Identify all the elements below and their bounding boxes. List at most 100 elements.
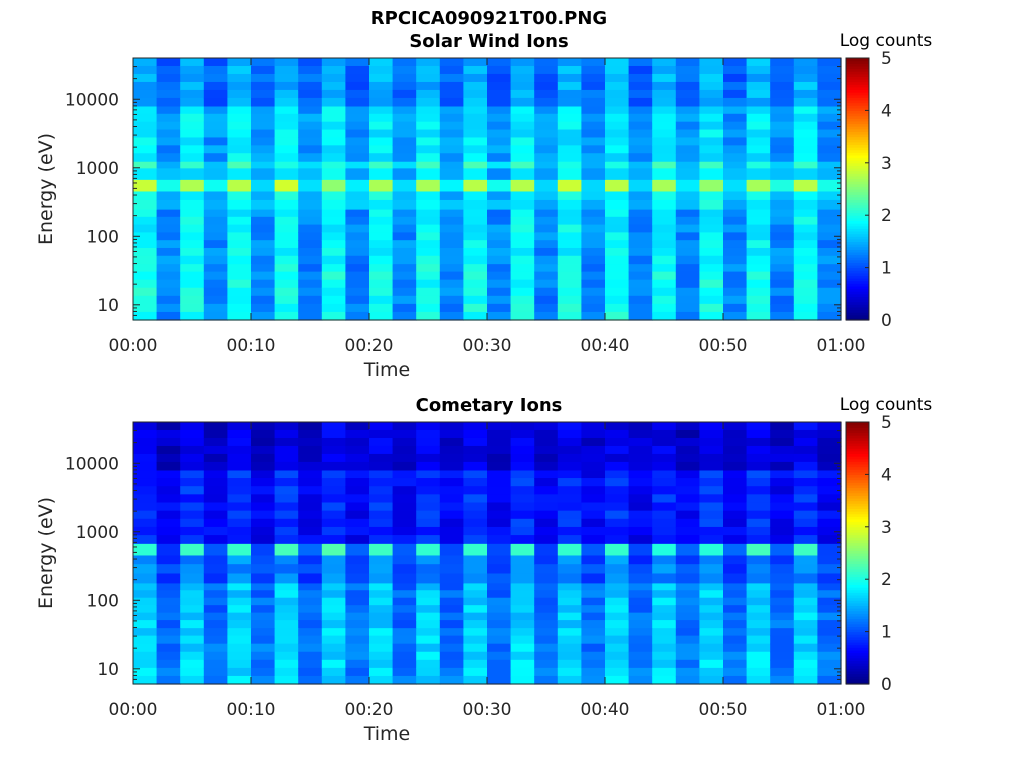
- heatmap-cell: [605, 105, 630, 115]
- heatmap-cell: [652, 190, 677, 201]
- heatmap-cell: [298, 303, 323, 313]
- heatmap-cell: [675, 65, 700, 75]
- heatmap-cell: [133, 627, 158, 637]
- heatmap-cell: [369, 422, 394, 431]
- heatmap-cell: [581, 232, 606, 241]
- heatmap-cell: [746, 659, 771, 669]
- heatmap-cell: [133, 510, 158, 520]
- heatmap-cell: [817, 129, 842, 139]
- heatmap-cell: [133, 445, 158, 455]
- heatmap-cell: [487, 469, 512, 479]
- heatmap-cell: [321, 582, 346, 591]
- heatmap-cell: [180, 209, 205, 218]
- heatmap-cell: [227, 535, 252, 544]
- colorbar-segment: [846, 141, 869, 146]
- heatmap-cell: [321, 494, 346, 504]
- heatmap-cell: [298, 620, 323, 629]
- heatmap-cell: [746, 271, 771, 281]
- heatmap-cell: [227, 89, 252, 99]
- heatmap-cell: [675, 620, 700, 629]
- heatmap-cell: [298, 179, 323, 192]
- heatmap-cell: [463, 627, 488, 637]
- heatmap-cell: [274, 469, 299, 479]
- heatmap-cell: [581, 612, 606, 621]
- heatmap-cell: [345, 89, 370, 99]
- colorbar-tick-label: 3: [881, 518, 892, 538]
- heatmap-cell: [227, 590, 252, 599]
- heatmap-cell: [510, 97, 535, 107]
- colorbar-segment: [846, 299, 869, 303]
- heatmap-cell: [416, 145, 441, 154]
- heatmap-cell: [817, 303, 842, 313]
- heatmap-cell: [652, 65, 677, 75]
- heatmap-cell: [439, 263, 464, 273]
- heatmap-cell: [321, 573, 346, 584]
- heatmap-cell: [699, 597, 724, 606]
- heatmap-cell: [416, 597, 441, 606]
- heatmap-cell: [274, 97, 299, 107]
- heatmap-cell: [180, 502, 205, 512]
- heatmap-cell: [180, 597, 205, 606]
- heatmap-cell: [227, 429, 252, 439]
- heatmap-cell: [156, 651, 181, 661]
- heatmap-cell: [439, 311, 464, 321]
- heatmap-cell: [770, 247, 795, 257]
- heatmap-cell: [746, 494, 771, 504]
- heatmap-cell: [581, 81, 606, 91]
- heatmap-cell: [345, 526, 370, 536]
- heatmap-cell: [793, 303, 818, 313]
- heatmap-cell: [817, 659, 842, 669]
- heatmap-cell: [487, 478, 512, 487]
- heatmap-cell: [746, 422, 771, 431]
- heatmap-cell: [416, 190, 441, 201]
- heatmap-cell: [274, 543, 299, 556]
- heatmap-cell: [274, 667, 299, 677]
- heatmap-cell: [510, 279, 535, 289]
- heatmap-cell: [699, 199, 724, 210]
- heatmap-cell: [298, 422, 323, 431]
- heatmap-cell: [487, 667, 512, 677]
- heatmap-cell: [628, 453, 653, 463]
- heatmap-cell: [652, 659, 677, 669]
- heatmap-cell: [439, 667, 464, 677]
- heatmap-cell: [675, 429, 700, 439]
- heatmap-cell: [746, 605, 771, 614]
- heatmap-cell: [557, 543, 582, 556]
- heatmap-cell: [510, 486, 535, 495]
- heatmap-cell: [581, 167, 606, 180]
- heatmap-cell: [793, 224, 818, 233]
- heatmap-cell: [534, 429, 559, 439]
- heatmap-cell: [416, 478, 441, 487]
- heatmap-cell: [557, 97, 582, 107]
- heatmap-cell: [180, 121, 205, 131]
- heatmap-cell: [699, 113, 724, 123]
- heatmap-cell: [534, 502, 559, 512]
- heatmap-cell: [369, 675, 394, 685]
- heatmap-cell: [581, 199, 606, 210]
- heatmap-cell: [463, 620, 488, 629]
- heatmap-cell: [227, 667, 252, 677]
- heatmap-cell: [581, 526, 606, 536]
- heatmap-cell: [439, 97, 464, 107]
- heatmap-cell: [416, 113, 441, 123]
- heatmap-cell: [534, 89, 559, 99]
- heatmap-cell: [793, 295, 818, 305]
- colorbar-segment: [846, 597, 869, 601]
- heatmap-cell: [321, 590, 346, 599]
- heatmap-cell: [770, 199, 795, 210]
- heatmap-cell: [487, 105, 512, 115]
- heatmap-cell: [534, 216, 559, 226]
- heatmap-cell: [605, 287, 630, 297]
- heatmap-cell: [557, 279, 582, 289]
- heatmap-cell: [770, 97, 795, 107]
- colorbar-segment: [846, 490, 869, 494]
- heatmap-cell: [652, 73, 677, 83]
- heatmap-cell: [439, 161, 464, 169]
- heatmap-cell: [463, 422, 488, 431]
- heatmap-cell: [156, 422, 181, 431]
- heatmap-cell: [298, 437, 323, 447]
- heatmap-cell: [723, 582, 748, 591]
- heatmap-cell: [557, 590, 582, 599]
- heatmap-cell: [392, 643, 417, 653]
- heatmap-cell: [133, 73, 158, 83]
